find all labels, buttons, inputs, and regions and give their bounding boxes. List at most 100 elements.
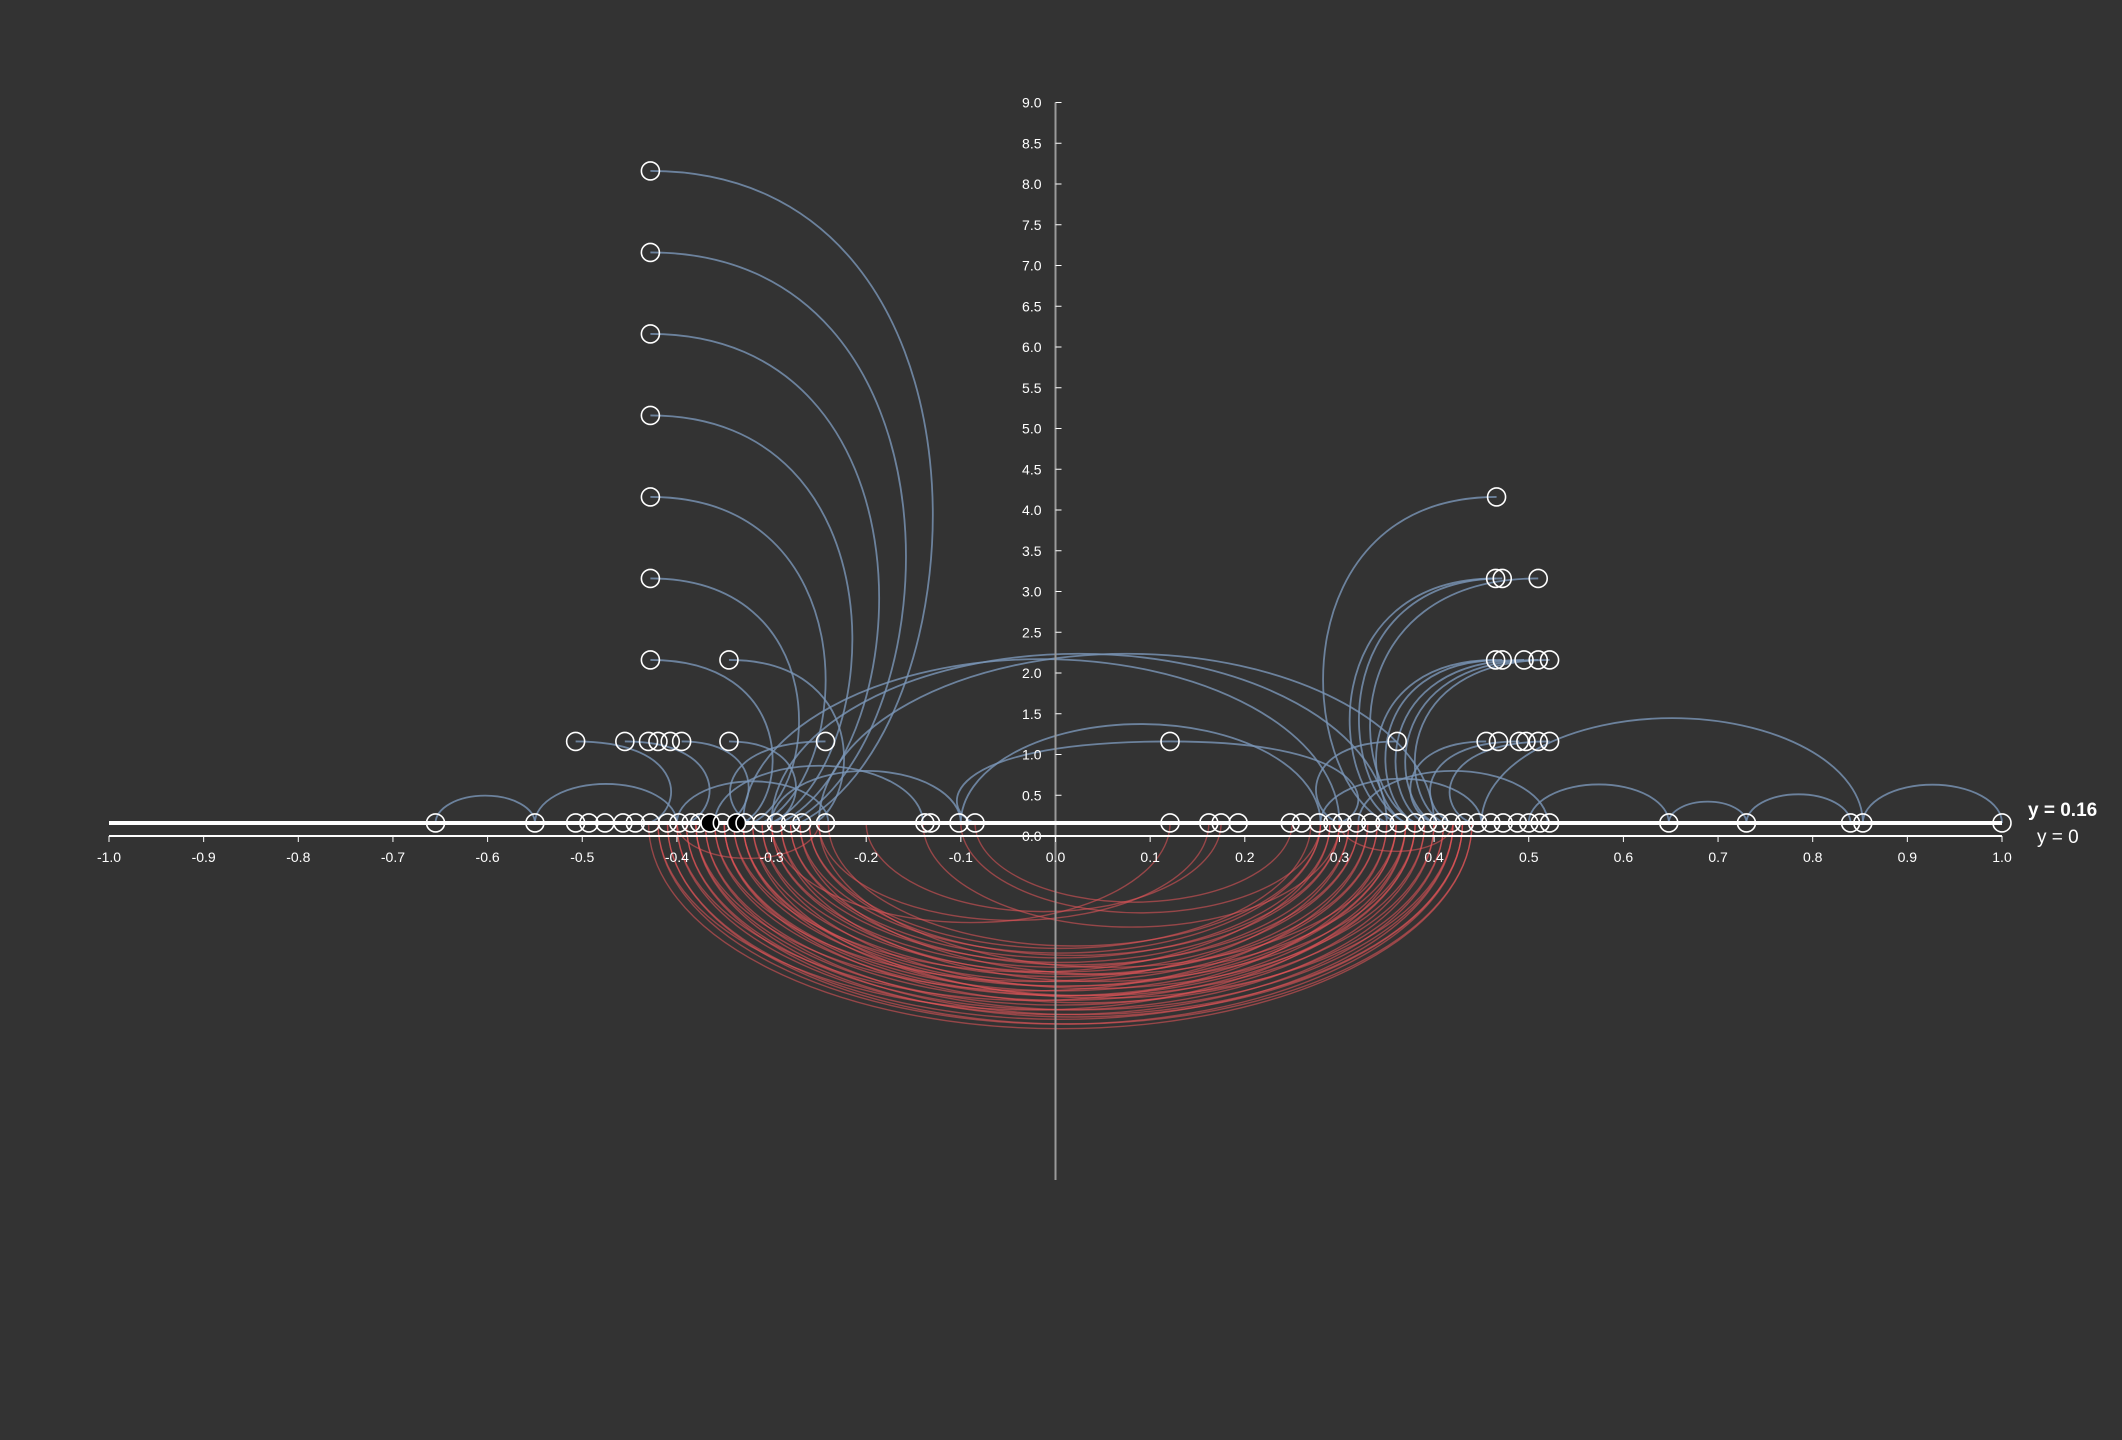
data-point-node	[1405, 813, 1425, 833]
reference-line-label-zero: y = 0	[2037, 827, 2079, 848]
upper-link-curve	[1319, 777, 1483, 823]
data-point-node	[1308, 813, 1329, 833]
lower-link-arc	[666, 822, 1454, 1021]
x-tick-label: -0.3	[759, 849, 783, 865]
y-tick-label: 8.0	[1022, 176, 1042, 192]
x-tick-label: -0.5	[570, 849, 594, 865]
x-tick-label: -0.2	[854, 849, 878, 865]
upper-link-curve	[1667, 800, 1748, 824]
data-point-node	[1659, 813, 1679, 833]
y-tick-label: 8.5	[1022, 135, 1042, 151]
data-point-node	[615, 731, 635, 752]
upper-link-curve	[575, 740, 672, 824]
data-point-node	[681, 813, 701, 833]
x-tick-label: -0.6	[476, 849, 500, 865]
data-point-node	[1509, 731, 1530, 752]
data-point-node	[780, 813, 801, 833]
y-tick-label: 3.0	[1022, 584, 1042, 600]
upper-link-curve	[534, 783, 678, 823]
data-point-node	[565, 813, 586, 833]
y-tick-label: 1.0	[1022, 747, 1042, 763]
data-point-node	[1387, 731, 1407, 752]
x-tick-label: -0.9	[192, 849, 216, 865]
data-point-node	[1199, 813, 1219, 833]
lower-link-arc	[751, 822, 1369, 977]
upper-link-curve	[713, 764, 924, 823]
upper-link-curve	[1861, 783, 2003, 823]
y-tick-label: 7.5	[1022, 217, 1042, 233]
data-point-node	[1160, 731, 1180, 752]
x-tick-label: 0.9	[1898, 849, 1918, 865]
data-point-node	[1493, 813, 1513, 833]
lower-link-arc	[761, 822, 1360, 973]
lower-link-arc	[695, 822, 1426, 1006]
upper-link-curve	[650, 414, 854, 824]
data-point-node	[1518, 813, 1539, 833]
data-point-node	[1539, 813, 1560, 833]
data-point-node	[1280, 813, 1301, 833]
upper-link-curve	[1480, 717, 1864, 823]
x-tick-label: -0.8	[286, 849, 310, 865]
data-point-node	[965, 813, 985, 833]
x-tick-label: 0.3	[1330, 849, 1350, 865]
lower-link-group	[647, 822, 1473, 1030]
data-point-node	[1211, 813, 1231, 833]
y-tick-label: 2.0	[1022, 665, 1042, 681]
upper-link-curve	[650, 170, 934, 824]
data-point-node	[1507, 813, 1528, 833]
x-tick-label: 1.0	[1992, 849, 2012, 865]
x-tick-label: 0.1	[1140, 849, 1160, 865]
data-point-node	[1481, 813, 1501, 833]
data-point-node	[1492, 650, 1513, 670]
data-point-node	[1528, 568, 1549, 589]
data-point-node	[640, 487, 661, 507]
upper-link-curve	[770, 652, 1388, 823]
data-point-node	[525, 813, 545, 833]
lower-link-arc	[808, 822, 1341, 957]
lower-link-arc	[695, 822, 1464, 1015]
data-point-node	[1530, 813, 1550, 833]
data-point-node	[719, 650, 739, 670]
data-point-node	[719, 731, 739, 752]
upper-link-curve	[1527, 783, 1670, 823]
data-point-node	[1360, 813, 1381, 833]
x-tick-label: -0.1	[949, 849, 973, 865]
y-tick-label: 1.5	[1022, 706, 1042, 722]
lower-link-arc	[818, 822, 1210, 921]
lower-link-arc	[742, 822, 1397, 987]
data-point-node	[1528, 650, 1549, 670]
data-point-node	[1488, 731, 1509, 752]
data-point-node	[1476, 731, 1496, 752]
data-point-node	[640, 650, 661, 670]
data-point-node	[815, 813, 836, 833]
upper-link-curve	[1745, 793, 1852, 823]
lower-link-arc	[922, 822, 1341, 928]
data-point-node	[1332, 813, 1353, 833]
data-point-node	[1516, 731, 1536, 752]
y-tick-label: 0.5	[1022, 787, 1042, 803]
upper-link-curve	[956, 740, 1171, 824]
upper-link-curve	[676, 780, 830, 823]
y-tick-label: 5.0	[1022, 421, 1042, 437]
upper-link-curve	[959, 723, 1322, 823]
upper-link-curve	[1409, 740, 1487, 824]
lower-link-arc	[827, 822, 1322, 947]
data-point-node	[1992, 813, 2012, 833]
x-tick-label: 0.8	[1803, 849, 1823, 865]
upper-link-curve	[817, 652, 1435, 823]
upper-link-curve	[1357, 770, 1549, 823]
data-point-node	[1228, 813, 1248, 833]
data-point-node	[640, 324, 661, 344]
upper-link-curve	[1429, 740, 1520, 824]
lower-link-arc	[780, 822, 1341, 964]
data-point-node	[638, 731, 659, 752]
data-point-node	[1323, 813, 1343, 833]
upper-link-group	[434, 170, 2003, 824]
data-point-node	[766, 813, 787, 833]
lower-link-arc	[770, 822, 1171, 924]
lower-link-arc	[761, 822, 1426, 990]
lower-link-arc	[714, 822, 1350, 983]
data-point-node	[1160, 813, 1180, 833]
data-point-node	[640, 161, 661, 181]
data-point-node	[792, 813, 812, 833]
